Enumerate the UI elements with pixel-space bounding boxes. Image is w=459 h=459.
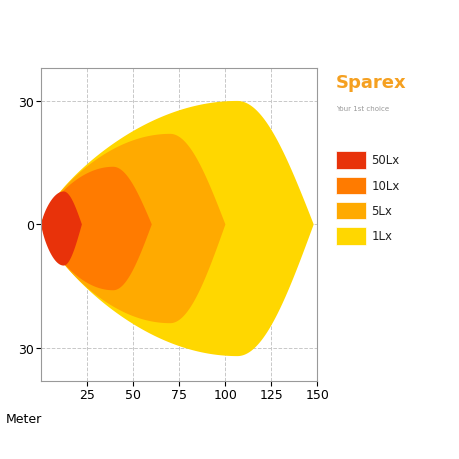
Text: Sparex: Sparex bbox=[335, 73, 406, 91]
Text: 1Lx: 1Lx bbox=[370, 230, 392, 243]
Polygon shape bbox=[41, 168, 151, 291]
Polygon shape bbox=[41, 134, 225, 324]
Text: Your 1st choice: Your 1st choice bbox=[335, 106, 388, 112]
Polygon shape bbox=[41, 192, 82, 266]
Polygon shape bbox=[41, 102, 313, 356]
Text: 5Lx: 5Lx bbox=[370, 205, 391, 218]
Text: 10Lx: 10Lx bbox=[370, 179, 399, 192]
Text: 50Lx: 50Lx bbox=[370, 154, 398, 167]
Text: Meter: Meter bbox=[6, 412, 42, 425]
